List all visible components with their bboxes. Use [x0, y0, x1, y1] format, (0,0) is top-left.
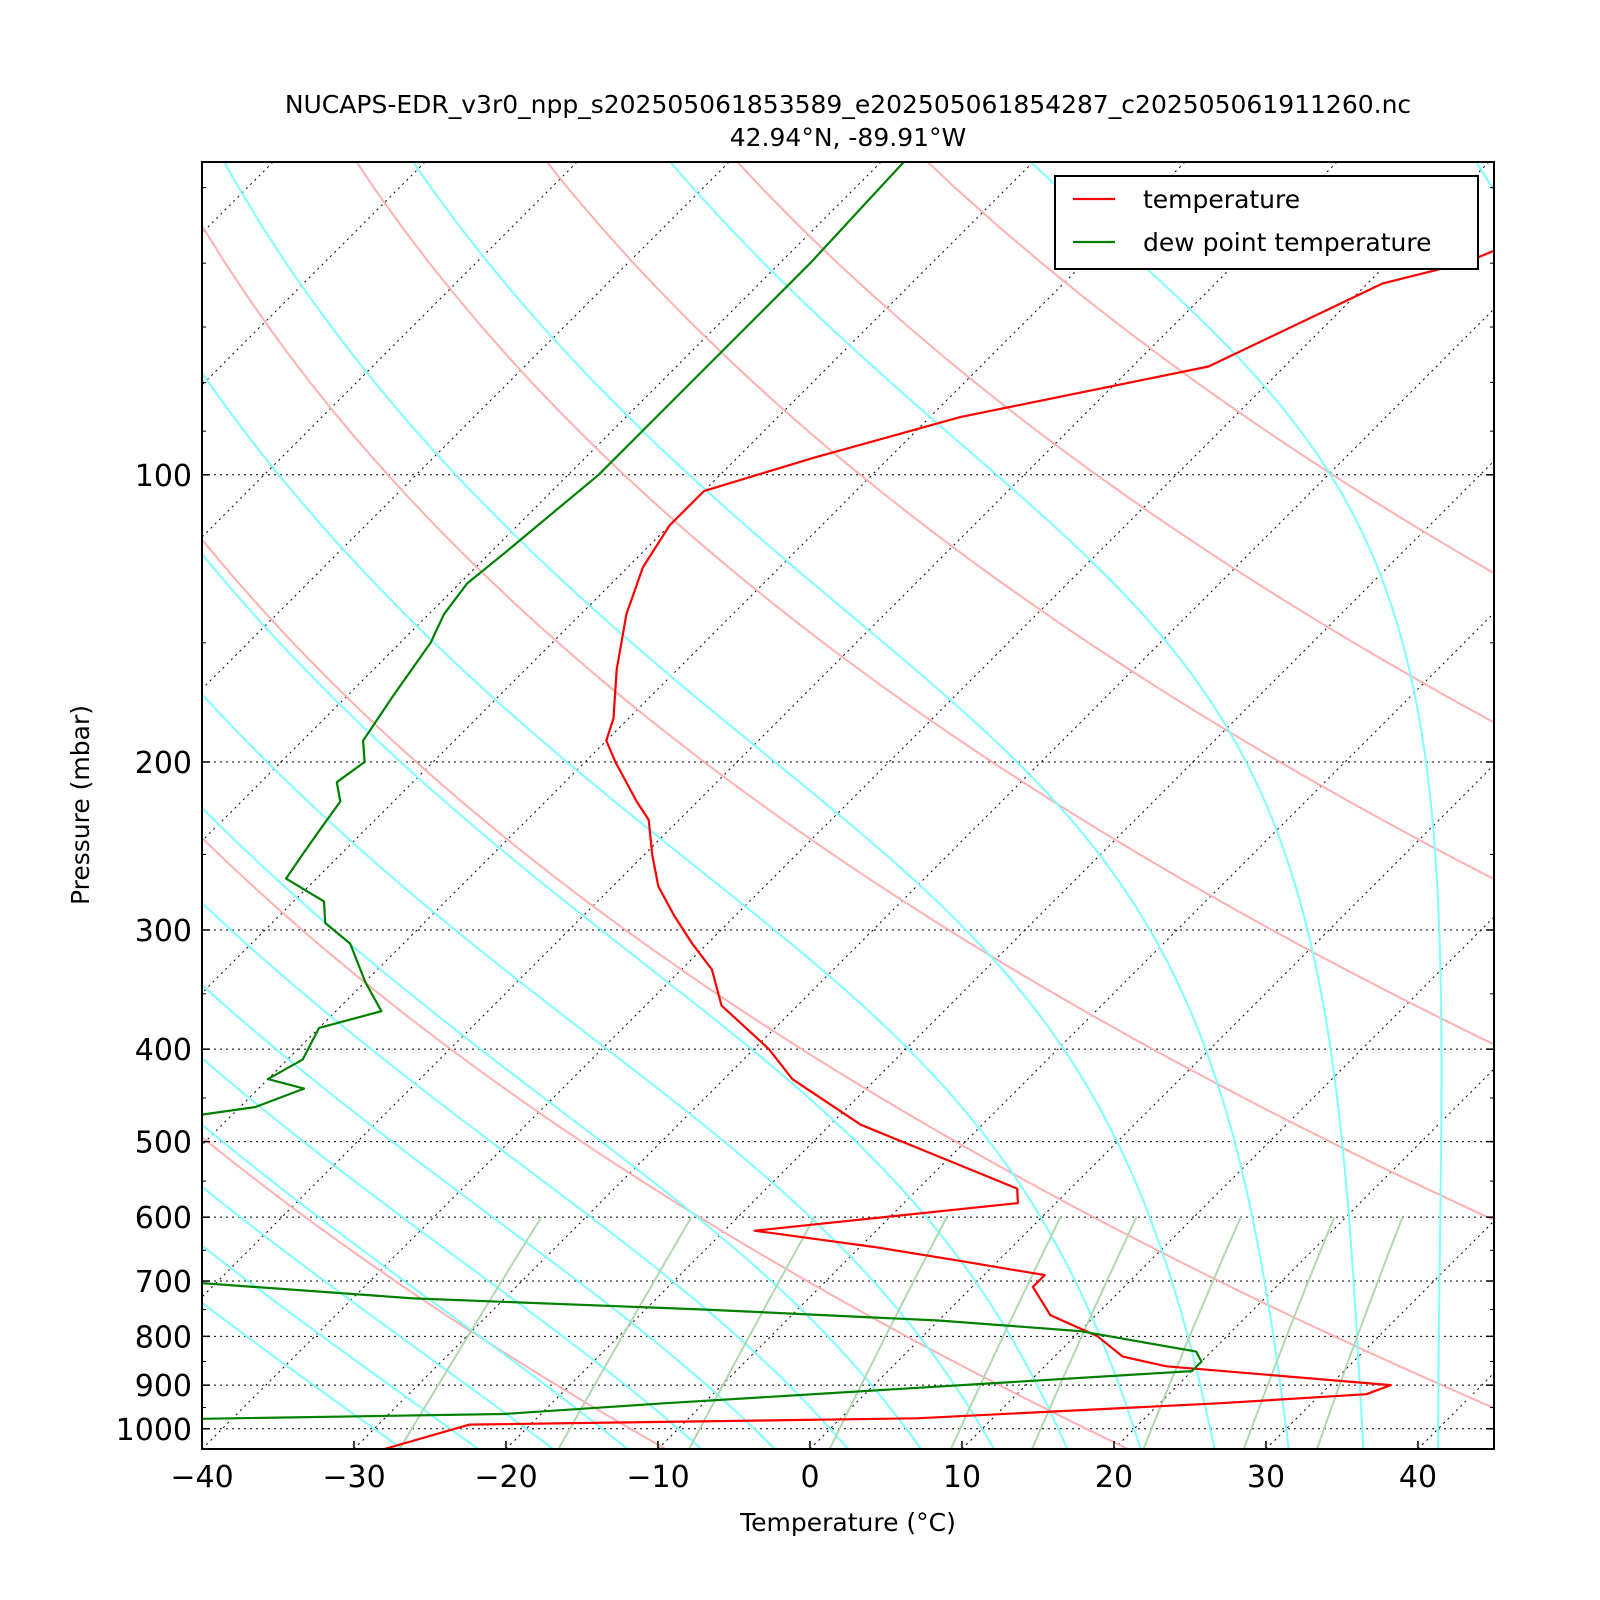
moist-adiabat-line: [668, 162, 1365, 1449]
reference-lines: [0, 162, 1600, 1449]
moist-adiabat-line: [1029, 162, 1443, 1449]
chart-subtitle: 42.94°N, -89.91°W: [730, 123, 966, 152]
dewpoint-line: [202, 162, 1203, 1420]
chart-title: NUCAPS-EDR_v3r0_npp_s202505061853589_e20…: [285, 90, 1411, 119]
moist-adiabat-line: [202, 692, 995, 1449]
isotherm-line: [353, 308, 1494, 1449]
moist-adiabat-line: [202, 1185, 554, 1449]
moist-adiabat-line: [202, 1056, 702, 1449]
legend-label-dewpoint: dew point temperature: [1143, 228, 1432, 257]
legend-label-temperature: temperature: [1143, 185, 1300, 214]
mixing-ratio-line: [828, 1216, 948, 1449]
mixing-ratio-line: [688, 1216, 816, 1449]
data-series: [202, 162, 1494, 1449]
y-axis-label: Pressure (mbar): [66, 705, 95, 905]
dry-adiabat-line: [355, 162, 1494, 1046]
mixing-ratio-line: [557, 1216, 693, 1449]
x-tick-label: −20: [474, 1460, 537, 1495]
temperature-line: [384, 249, 1494, 1449]
isotherm-line: [657, 612, 1494, 1449]
mixing-ratio-line: [1316, 1216, 1404, 1449]
moist-adiabat-line: [202, 552, 1069, 1449]
mixing-ratio-line: [1242, 1216, 1336, 1449]
moist-adiabat-line: [202, 1301, 404, 1449]
x-axis-label: Temperature (°C): [739, 1508, 956, 1537]
isotherm-line: [202, 162, 882, 842]
y-tick-label: 500: [135, 1126, 192, 1161]
x-tick-label: −10: [626, 1460, 689, 1495]
moist-adiabat-line: [411, 162, 1290, 1449]
legend-box: [1054, 175, 1479, 270]
dry-adiabat-line: [926, 162, 1494, 575]
y-tick-label: 700: [135, 1265, 192, 1300]
isotherm-line: [0, 162, 121, 1449]
x-tick-label: 10: [943, 1460, 981, 1495]
moist-adiabat-line: [202, 901, 849, 1449]
x-tick-label: 0: [800, 1460, 819, 1495]
dry-adiabat-line: [545, 162, 1494, 881]
y-tick-label: 100: [135, 459, 192, 494]
isotherm-line: [505, 460, 1494, 1449]
moist-adiabat-line: [1475, 162, 1494, 193]
mixing-ratio-line: [1031, 1216, 1138, 1449]
moist-adiabat-line: [202, 983, 776, 1449]
isotherm-line: [1265, 1220, 1494, 1449]
dry-adiabat-line: [202, 1135, 667, 1449]
y-tick-label: 800: [135, 1320, 192, 1355]
isotherm-line: [202, 162, 1338, 1298]
moist-adiabat-line: [223, 162, 1216, 1449]
isotherm-line: [1570, 162, 1600, 1449]
plot-frame: [201, 161, 1495, 1450]
dry-adiabat-line: [202, 1446, 204, 1449]
y-tick-label: 900: [135, 1369, 192, 1404]
dry-adiabat-line: [202, 537, 1494, 1410]
legend: temperature dew point temperature: [1054, 175, 1479, 270]
moist-adiabat-line: [202, 371, 1142, 1449]
mixing-ratio-line: [949, 1216, 1062, 1449]
x-tick-label: 30: [1247, 1460, 1285, 1495]
y-tick-label: 600: [135, 1201, 192, 1236]
dry-adiabat-line: [202, 223, 1494, 1222]
mixing-ratio-line: [398, 1216, 543, 1449]
mixing-ratio-line: [1142, 1216, 1242, 1449]
isotherm-line: [202, 162, 274, 234]
y-tick-label: 1000: [116, 1413, 192, 1448]
x-tick-label: 40: [1399, 1460, 1437, 1495]
x-tick-label: −30: [322, 1460, 385, 1495]
moist-adiabat-line: [202, 1244, 479, 1449]
dry-adiabat-line: [202, 836, 1129, 1449]
isotherm-line: [202, 162, 1490, 1449]
moist-adiabat-line: [202, 806, 922, 1449]
y-tick-label: 200: [135, 746, 192, 781]
isotherm-line: [202, 162, 1186, 1146]
x-tick-label: −40: [170, 1460, 233, 1495]
y-tick-label: 400: [135, 1033, 192, 1068]
isotherm-line: [202, 162, 426, 386]
dry-adiabat-line: [736, 162, 1494, 724]
x-tick-label: 20: [1095, 1460, 1133, 1495]
moist-adiabat-line: [202, 1123, 629, 1449]
isotherm-line: [1417, 1372, 1494, 1449]
y-tick-label: 300: [135, 914, 192, 949]
